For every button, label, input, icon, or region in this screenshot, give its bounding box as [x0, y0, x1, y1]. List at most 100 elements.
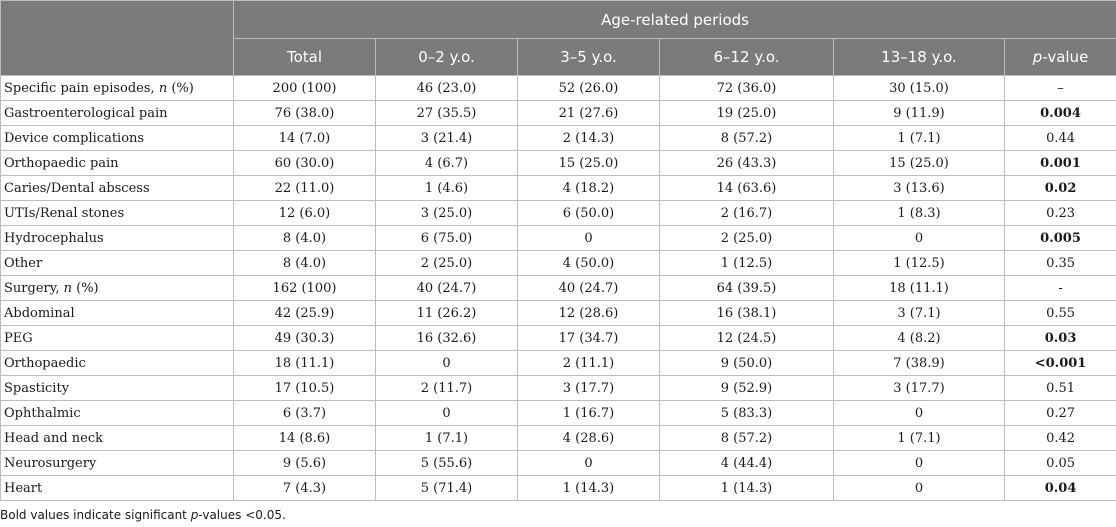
cell-total: 49 (30.3): [233, 325, 376, 351]
row-label: Caries/Dental abscess: [0, 175, 234, 201]
cell-age-3-5: 15 (25.0): [517, 150, 660, 176]
cell-age-6-12: 8 (57.2): [659, 425, 834, 451]
cell-total: 9 (5.6): [233, 450, 376, 476]
cell-age-13-18: 0: [833, 400, 1005, 426]
row-label-text: Hydrocephalus: [4, 230, 104, 246]
row-label-text: Surgery,: [4, 280, 64, 296]
row-label: Gastroenterological pain: [0, 100, 234, 126]
cell-age-6-12: 1 (12.5): [659, 250, 834, 276]
cell-age-6-12: 72 (36.0): [659, 75, 834, 101]
cell-age-13-18: 0: [833, 450, 1005, 476]
pain-surgery-table: Age-related periods Total 0–2 y.o. 3–5 y…: [0, 0, 1116, 501]
cell-age-13-18: 7 (38.9): [833, 350, 1005, 376]
header-row-columns: Total 0–2 y.o. 3–5 y.o. 6–12 y.o. 13–18 …: [1, 38, 1116, 76]
row-label-text: Head and neck: [4, 430, 104, 446]
row-label: Specific pain episodes, n (%): [0, 75, 234, 101]
cell-age-13-18: 4 (8.2): [833, 325, 1005, 351]
row-label-text: Spasticity: [4, 380, 70, 396]
cell-age-6-12: 14 (63.6): [659, 175, 834, 201]
table-row: Specific pain episodes, n (%) 200 (100) 46…: [0, 75, 1116, 101]
cell-age-3-5: 3 (17.7): [517, 375, 660, 401]
table-row: Orthopaedic pain 60 (30.0) 4 (6.7) 15 (25.0…: [0, 150, 1116, 176]
row-label-text: Caries/Dental abscess: [4, 180, 150, 196]
cell-age-6-12: 9 (50.0): [659, 350, 834, 376]
cell-age-3-5: 0: [517, 225, 660, 251]
cell-age-6-12: 5 (83.3): [659, 400, 834, 426]
table-body: Specific pain episodes, n (%) 200 (100) 46…: [0, 75, 1116, 501]
table-footnote: Bold values indicate significant p-value…: [0, 508, 286, 522]
table-row: Surgery, n (%) 162 (100) 40 (24.7) 40 (24.7…: [0, 275, 1116, 301]
cell-age-3-5: 4 (18.2): [517, 175, 660, 201]
cell-age-13-18: 0: [833, 225, 1005, 251]
cell-age-0-2: 3 (21.4): [375, 125, 518, 151]
cell-age-0-2: 4 (6.7): [375, 150, 518, 176]
row-label-text: Device complications: [4, 130, 145, 146]
cell-age-6-12: 26 (43.3): [659, 150, 834, 176]
cell-age-3-5: 1 (14.3): [517, 475, 660, 501]
cell-age-0-2: 6 (75.0): [375, 225, 518, 251]
cell-age-0-2: 1 (4.6): [375, 175, 518, 201]
table-row: Orthopaedic 18 (11.1) 0 2 (11.1) 9 (50.0) 7 (…: [0, 350, 1116, 376]
row-label: Surgery, n (%): [0, 275, 234, 301]
cell-p-value: 0.23: [1003, 200, 1116, 226]
cell-age-0-2: 2 (11.7): [375, 375, 518, 401]
cell-age-3-5: 0: [517, 450, 660, 476]
cell-age-6-12: 8 (57.2): [659, 125, 834, 151]
row-label-text: Orthopaedic pain: [4, 155, 119, 171]
cell-p-value: 0.03: [1003, 325, 1116, 351]
cell-age-6-12: 2 (16.7): [659, 200, 834, 226]
cell-age-13-18: 9 (11.9): [833, 100, 1005, 126]
cell-age-3-5: 12 (28.6): [517, 300, 660, 326]
row-label-text: Orthopaedic: [4, 355, 86, 371]
table-row: UTIs/Renal stones 12 (6.0) 3 (25.0) 6 (50.0…: [0, 200, 1116, 226]
cell-total: 22 (11.0): [233, 175, 376, 201]
cell-p-value: 0.05: [1003, 450, 1116, 476]
row-label: PEG: [0, 325, 234, 351]
row-label-text: Heart: [4, 480, 43, 496]
cell-age-0-2: 16 (32.6): [375, 325, 518, 351]
row-label: Head and neck: [0, 425, 234, 451]
cell-age-0-2: 0: [375, 400, 518, 426]
table-row: Spasticity 17 (10.5) 2 (11.7) 3 (17.7) 9 (52…: [0, 375, 1116, 401]
cell-p-value: 0.02: [1003, 175, 1116, 201]
footnote-italic: p: [190, 508, 199, 522]
cell-p-value: 0.27: [1003, 400, 1116, 426]
table-row: PEG 49 (30.3) 16 (32.6) 17 (34.7) 12 (24.5) 4…: [0, 325, 1116, 351]
cell-p-value: 0.44: [1003, 125, 1116, 151]
table-row: Other 8 (4.0) 2 (25.0) 4 (50.0) 1 (12.5) 1 (1…: [0, 250, 1116, 276]
row-label-text: Gastroenterological pain: [4, 105, 168, 121]
cell-age-0-2: 0: [375, 350, 518, 376]
row-label-text: PEG: [4, 330, 33, 346]
header-total: Total: [233, 38, 376, 76]
row-label-text: Specific pain episodes,: [4, 80, 159, 96]
cell-p-value: 0.51: [1003, 375, 1116, 401]
row-label-italic: n: [158, 80, 168, 96]
row-label-text: Neurosurgery: [4, 455, 97, 471]
cell-p-value: 0.42: [1003, 425, 1116, 451]
row-label: Orthopaedic pain: [0, 150, 234, 176]
cell-age-13-18: 3 (13.6): [833, 175, 1005, 201]
cell-total: 6 (3.7): [233, 400, 376, 426]
cell-total: 60 (30.0): [233, 150, 376, 176]
header-row-group: Age-related periods: [0, 0, 1116, 76]
row-label-italic: n: [63, 280, 72, 296]
cell-age-3-5: 6 (50.0): [517, 200, 660, 226]
cell-age-6-12: 2 (25.0): [659, 225, 834, 251]
row-label: Neurosurgery: [0, 450, 234, 476]
cell-age-13-18: 1 (12.5): [833, 250, 1005, 276]
cell-p-value: 0.35: [1003, 250, 1116, 276]
table-row: Ophthalmic 6 (3.7) 0 1 (16.7) 5 (83.3) 0 0.27: [0, 400, 1116, 426]
header-age-0-2: 0–2 y.o.: [375, 38, 518, 76]
cell-total: 162 (100): [233, 275, 376, 301]
header-age-3-5: 3–5 y.o.: [517, 38, 660, 76]
cell-age-0-2: 2 (25.0): [375, 250, 518, 276]
table-row: Neurosurgery 9 (5.6) 5 (55.6) 0 4 (44.4) 0 0.0…: [0, 450, 1116, 476]
header-age-periods: Age-related periods: [232, 0, 1116, 39]
cell-age-0-2: 3 (25.0): [375, 200, 518, 226]
table-row: Head and neck 14 (8.6) 1 (7.1) 4 (28.6) 8 (5…: [0, 425, 1116, 451]
cell-total: 8 (4.0): [233, 250, 376, 276]
cell-age-13-18: 30 (15.0): [833, 75, 1005, 101]
cell-total: 14 (7.0): [233, 125, 376, 151]
table-row: Gastroenterological pain 76 (38.0) 27 (35.…: [0, 100, 1116, 126]
row-label-text: Ophthalmic: [4, 405, 81, 421]
